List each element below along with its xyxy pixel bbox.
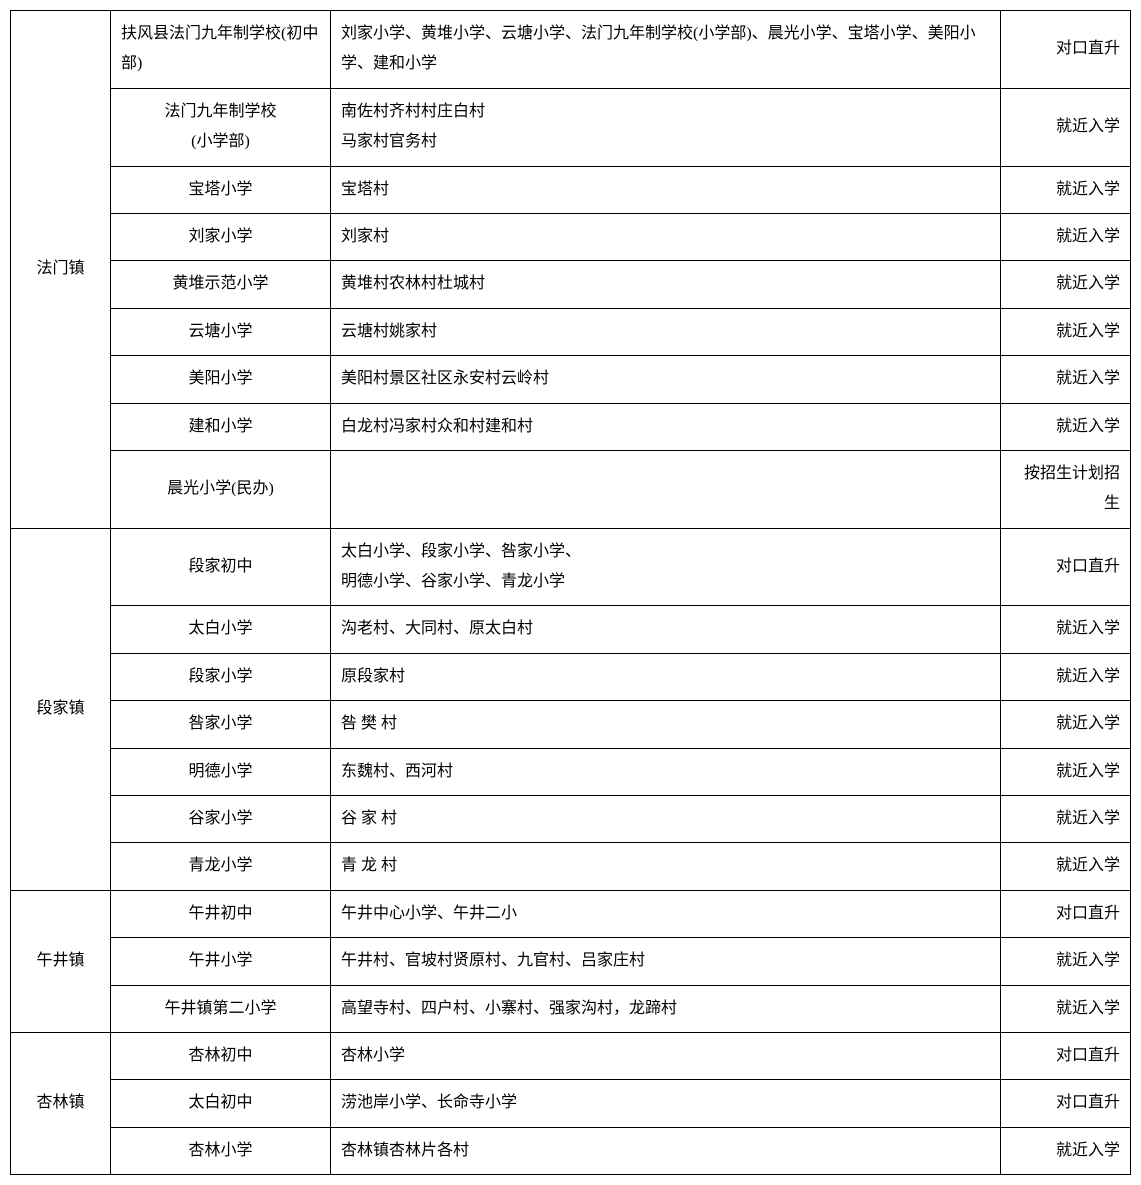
table-row: 午井小学午井村、官坡村贤原村、九官村、吕家庄村就近入学 (11, 938, 1131, 985)
method-cell: 对口直升 (1001, 1080, 1131, 1127)
table-row: 法门镇扶风县法门九年制学校(初中部)刘家小学、黄堆小学、云塘小学、法门九年制学校… (11, 11, 1131, 89)
method-cell: 就近入学 (1001, 701, 1131, 748)
method-cell: 对口直升 (1001, 528, 1131, 606)
table-row: 明德小学东魏村、西河村就近入学 (11, 748, 1131, 795)
school-cell: 段家初中 (111, 528, 331, 606)
school-cell: 刘家小学 (111, 213, 331, 260)
town-cell: 法门镇 (11, 11, 111, 529)
table-row: 太白初中涝池岸小学、长命寺小学对口直升 (11, 1080, 1131, 1127)
school-cell: 咎家小学 (111, 701, 331, 748)
area-cell: 东魏村、西河村 (331, 748, 1001, 795)
method-cell: 对口直升 (1001, 11, 1131, 89)
school-cell: 谷家小学 (111, 796, 331, 843)
table-row: 刘家小学刘家村就近入学 (11, 213, 1131, 260)
school-cell: 晨光小学(民办) (111, 450, 331, 528)
school-cell: 午井初中 (111, 890, 331, 937)
area-cell: 咎 樊 村 (331, 701, 1001, 748)
method-cell: 按招生计划招生 (1001, 450, 1131, 528)
table-row: 咎家小学咎 樊 村就近入学 (11, 701, 1131, 748)
area-cell: 南佐村齐村村庄白村 马家村官务村 (331, 88, 1001, 166)
table-row: 黄堆示范小学黄堆村农林村杜城村就近入学 (11, 261, 1131, 308)
area-cell: 谷 家 村 (331, 796, 1001, 843)
table-row: 段家小学原段家村就近入学 (11, 653, 1131, 700)
area-cell: 高望寺村、四户村、小寨村、强家沟村，龙蹄村 (331, 985, 1001, 1032)
method-cell: 就近入学 (1001, 796, 1131, 843)
area-cell: 刘家小学、黄堆小学、云塘小学、法门九年制学校(小学部)、晨光小学、宝塔小学、美阳… (331, 11, 1001, 89)
method-cell: 就近入学 (1001, 653, 1131, 700)
method-cell: 对口直升 (1001, 1032, 1131, 1079)
method-cell: 就近入学 (1001, 213, 1131, 260)
school-cell: 午井镇第二小学 (111, 985, 331, 1032)
school-cell: 段家小学 (111, 653, 331, 700)
method-cell: 就近入学 (1001, 166, 1131, 213)
table-row: 太白小学沟老村、大同村、原太白村就近入学 (11, 606, 1131, 653)
area-cell: 刘家村 (331, 213, 1001, 260)
method-cell: 就近入学 (1001, 88, 1131, 166)
table-row: 谷家小学谷 家 村就近入学 (11, 796, 1131, 843)
area-cell: 午井中心小学、午井二小 (331, 890, 1001, 937)
method-cell: 就近入学 (1001, 606, 1131, 653)
method-cell: 就近入学 (1001, 843, 1131, 890)
table-row: 段家镇段家初中太白小学、段家小学、咎家小学、 明德小学、谷家小学、青龙小学对口直… (11, 528, 1131, 606)
table-row: 晨光小学(民办) 按招生计划招生 (11, 450, 1131, 528)
method-cell: 就近入学 (1001, 356, 1131, 403)
school-cell: 法门九年制学校 (小学部) (111, 88, 331, 166)
method-cell: 对口直升 (1001, 890, 1131, 937)
area-cell: 涝池岸小学、长命寺小学 (331, 1080, 1001, 1127)
table-row: 宝塔小学宝塔村就近入学 (11, 166, 1131, 213)
school-cell: 太白小学 (111, 606, 331, 653)
area-cell: 黄堆村农林村杜城村 (331, 261, 1001, 308)
town-cell: 杏林镇 (11, 1032, 111, 1174)
table-row: 美阳小学美阳村景区社区永安村云岭村就近入学 (11, 356, 1131, 403)
school-cell: 午井小学 (111, 938, 331, 985)
school-cell: 太白初中 (111, 1080, 331, 1127)
town-cell: 午井镇 (11, 890, 111, 1032)
table-row: 云塘小学云塘村姚家村就近入学 (11, 308, 1131, 355)
table-row: 建和小学白龙村冯家村众和村建和村就近入学 (11, 403, 1131, 450)
school-zoning-table: 法门镇扶风县法门九年制学校(初中部)刘家小学、黄堆小学、云塘小学、法门九年制学校… (10, 10, 1131, 1175)
area-cell: 太白小学、段家小学、咎家小学、 明德小学、谷家小学、青龙小学 (331, 528, 1001, 606)
method-cell: 就近入学 (1001, 938, 1131, 985)
area-cell: 原段家村 (331, 653, 1001, 700)
method-cell: 就近入学 (1001, 748, 1131, 795)
table-row: 杏林小学杏林镇杏林片各村就近入学 (11, 1127, 1131, 1174)
school-cell: 杏林初中 (111, 1032, 331, 1079)
school-cell: 美阳小学 (111, 356, 331, 403)
school-cell: 杏林小学 (111, 1127, 331, 1174)
table-row: 法门九年制学校 (小学部)南佐村齐村村庄白村 马家村官务村就近入学 (11, 88, 1131, 166)
school-cell: 明德小学 (111, 748, 331, 795)
area-cell: 沟老村、大同村、原太白村 (331, 606, 1001, 653)
school-cell: 建和小学 (111, 403, 331, 450)
school-cell: 青龙小学 (111, 843, 331, 890)
table-row: 午井镇午井初中午井中心小学、午井二小对口直升 (11, 890, 1131, 937)
area-cell: 宝塔村 (331, 166, 1001, 213)
area-cell: 青 龙 村 (331, 843, 1001, 890)
area-cell: 杏林小学 (331, 1032, 1001, 1079)
method-cell: 就近入学 (1001, 1127, 1131, 1174)
area-cell: 美阳村景区社区永安村云岭村 (331, 356, 1001, 403)
area-cell: 午井村、官坡村贤原村、九官村、吕家庄村 (331, 938, 1001, 985)
area-cell: 白龙村冯家村众和村建和村 (331, 403, 1001, 450)
method-cell: 就近入学 (1001, 403, 1131, 450)
method-cell: 就近入学 (1001, 261, 1131, 308)
school-cell: 黄堆示范小学 (111, 261, 331, 308)
area-cell: 云塘村姚家村 (331, 308, 1001, 355)
school-cell: 宝塔小学 (111, 166, 331, 213)
table-row: 杏林镇杏林初中杏林小学对口直升 (11, 1032, 1131, 1079)
school-cell: 扶风县法门九年制学校(初中部) (111, 11, 331, 89)
method-cell: 就近入学 (1001, 985, 1131, 1032)
table-row: 午井镇第二小学高望寺村、四户村、小寨村、强家沟村，龙蹄村就近入学 (11, 985, 1131, 1032)
school-cell: 云塘小学 (111, 308, 331, 355)
table-row: 青龙小学青 龙 村就近入学 (11, 843, 1131, 890)
method-cell: 就近入学 (1001, 308, 1131, 355)
area-cell (331, 450, 1001, 528)
town-cell: 段家镇 (11, 528, 111, 890)
area-cell: 杏林镇杏林片各村 (331, 1127, 1001, 1174)
